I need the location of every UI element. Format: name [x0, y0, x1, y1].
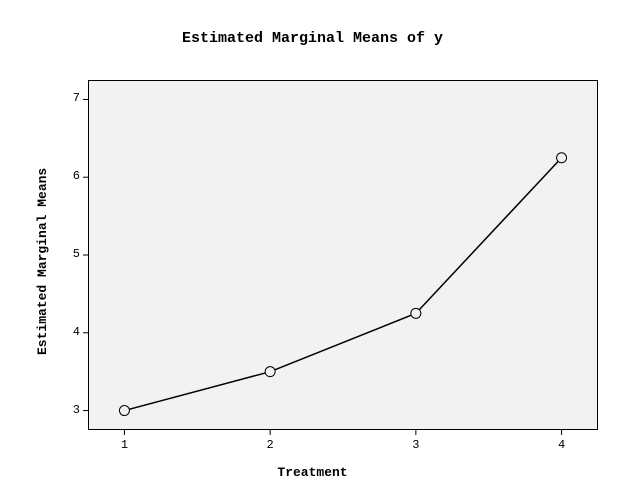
- y-tick-label: 6: [50, 169, 80, 183]
- y-tick-label: 3: [50, 403, 80, 417]
- x-tick-label: 3: [406, 438, 426, 452]
- chart-svg: [0, 0, 625, 500]
- data-marker: [265, 367, 275, 377]
- x-tick-label: 1: [114, 438, 134, 452]
- chart-container: Estimated Marginal Means of y Estimated …: [0, 0, 625, 500]
- y-tick-label: 5: [50, 247, 80, 261]
- data-marker: [411, 308, 421, 318]
- y-tick-label: 7: [50, 91, 80, 105]
- y-tick-label: 4: [50, 325, 80, 339]
- data-line: [124, 158, 561, 411]
- x-tick-label: 4: [552, 438, 572, 452]
- data-marker: [119, 406, 129, 416]
- x-tick-label: 2: [260, 438, 280, 452]
- data-marker: [557, 153, 567, 163]
